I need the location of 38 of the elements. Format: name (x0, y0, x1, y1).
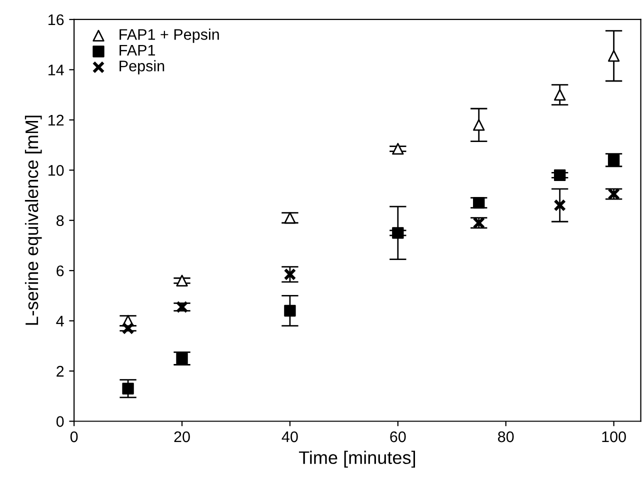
point (472, 216, 486, 230)
point (176, 300, 188, 314)
point (284, 304, 296, 317)
y-tick-label: 14 (48, 64, 64, 76)
point (554, 88, 566, 101)
x-tick-label: 0 (70, 431, 78, 442)
point (473, 196, 485, 209)
y-tick-label: 4 (56, 316, 64, 326)
point (176, 352, 188, 364)
x-tick-label: 40 (282, 431, 298, 442)
point (608, 188, 620, 200)
point (554, 169, 566, 182)
point (284, 212, 296, 224)
point (392, 142, 404, 155)
point (122, 382, 134, 394)
legend-label: FAP1 + Pepsin (120, 28, 219, 43)
y-tick-label: 10 (48, 165, 64, 176)
y-tick-label: 8 (56, 215, 64, 226)
legend-label: FAP1 (120, 44, 155, 56)
y-tick-label: 0 (56, 416, 64, 427)
x-tick-label: 80 (498, 431, 514, 442)
point (176, 274, 188, 286)
point (473, 119, 485, 131)
point (608, 50, 620, 62)
y-tick-label: 16 (48, 14, 64, 26)
legend-label: Pepsin (120, 60, 164, 74)
x-tick-label: 20 (174, 431, 190, 442)
point (554, 199, 566, 212)
x-tick-label: 100 (602, 431, 626, 442)
y-tick-label: 2 (56, 366, 64, 377)
x-tick-label: 60 (390, 431, 406, 442)
point (608, 154, 620, 166)
point (122, 322, 134, 335)
y-axis-title: L-serine equivalence [mM] (24, 116, 42, 325)
point (284, 268, 296, 281)
x-axis-title: Time [minutes] (298, 450, 415, 468)
y-tick-label: 6 (56, 265, 64, 276)
y-tick-label: 12 (48, 114, 64, 126)
